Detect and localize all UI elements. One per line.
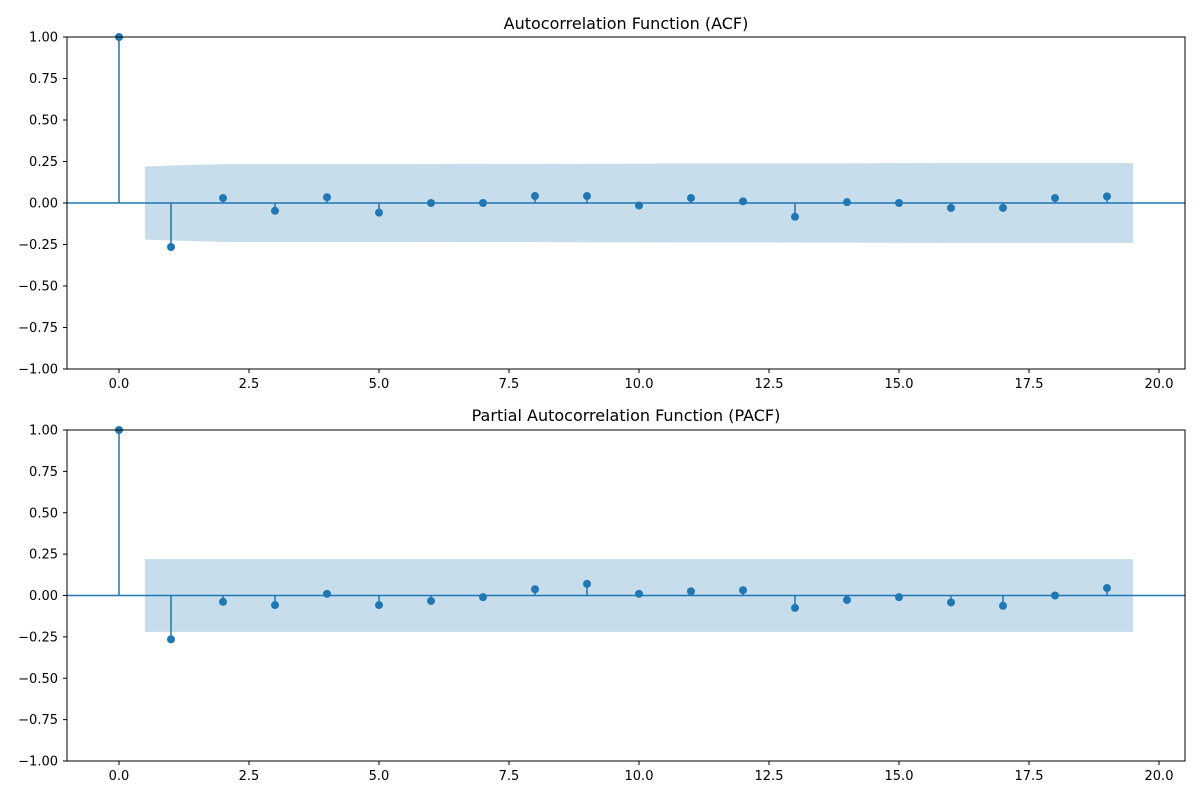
acf-x-tick-label: 17.5: [1015, 377, 1044, 392]
pacf-point-lag-2: [219, 597, 227, 606]
acf-point-lag-3: [271, 206, 279, 215]
acf-y-tick-label: 0.75: [29, 72, 58, 87]
acf-point-lag-7: [479, 199, 487, 207]
acf-point-lag-14: [843, 198, 851, 207]
pacf-x-tick-label: 5.0: [369, 769, 390, 784]
acf-point-lag-17: [999, 203, 1007, 212]
pacf-y-tick-label: −0.75: [18, 713, 58, 728]
pacf-point-lag-15: [895, 593, 903, 602]
acf-y-tick-label: 0.00: [29, 197, 58, 212]
pacf-x-tick-label: 12.5: [755, 769, 784, 784]
pacf-point-lag-14: [843, 595, 851, 604]
acf-y-tick-label: −0.50: [18, 280, 58, 295]
pacf-chart-title: Partial Autocorrelation Function (PACF): [472, 406, 781, 425]
acf-point-lag-10: [635, 201, 643, 210]
pacf-point-lag-12: [739, 586, 747, 595]
pacf-point-lag-7: [479, 593, 487, 602]
acf-x-tick-label: 2.5: [239, 377, 260, 392]
pacf-point-lag-9: [583, 579, 591, 588]
pacf-x-tick-label: 0.0: [109, 769, 130, 784]
acf-y-tick-label: −1.00: [18, 363, 58, 378]
acf-x-tick-label: 10.0: [625, 377, 654, 392]
acf-point-lag-13: [791, 212, 799, 221]
pacf-point-lag-18: [1051, 591, 1059, 600]
acf-point-lag-2: [219, 194, 227, 203]
pacf-x-tick-label: 15.0: [885, 769, 914, 784]
acf-x-tick-label: 15.0: [885, 377, 914, 392]
acf-point-lag-4: [323, 193, 331, 202]
pacf-y-tick-label: 1.00: [29, 424, 58, 439]
pacf-y-tick-label: −0.25: [18, 630, 58, 645]
pacf-y-tick-label: −0.50: [18, 672, 58, 687]
pacf-point-lag-8: [531, 585, 539, 594]
acf-x-tick-label: 7.5: [499, 377, 520, 392]
acf-y-tick-label: 0.25: [29, 155, 58, 170]
pacf-panel: 0.0 2.5 5.0 7.5 10.0 12.5 15.0 17.5 20.0 1.00 0.75…: [18, 406, 1186, 784]
acf-y-tick-label: 1.00: [29, 31, 58, 46]
acf-point-lag-12: [739, 197, 747, 206]
pacf-point-lag-3: [271, 601, 279, 610]
pacf-x-tick-label: 17.5: [1015, 769, 1044, 784]
acf-x-tick-label: 5.0: [369, 377, 390, 392]
pacf-y-tick-label: −1.00: [18, 755, 58, 770]
pacf-x-tick-label: 2.5: [239, 769, 260, 784]
pacf-point-lag-5: [375, 601, 383, 610]
acf-point-lag-16: [947, 203, 955, 212]
pacf-point-lag-1: [167, 635, 175, 644]
pacf-x-tick-label: 7.5: [499, 769, 520, 784]
acf-point-lag-18: [1051, 194, 1059, 203]
acf-panel: 0.0 2.5 5.0 7.5 10.0 12.5 15.0 17.5 20.0 1.00 0.75…: [18, 14, 1186, 392]
pacf-point-lag-13: [791, 603, 799, 612]
acf-point-lag-6: [427, 199, 435, 207]
acf-y-tick-label: −0.75: [18, 321, 58, 336]
pacf-point-lag-11: [687, 587, 695, 596]
pacf-x-tick-label: 10.0: [625, 769, 654, 784]
acf-point-lag-15: [895, 199, 903, 207]
acf-x-tick-label: 12.5: [755, 377, 784, 392]
pacf-y-tick-label: 0.75: [29, 465, 58, 480]
acf-point-lag-9: [583, 192, 591, 201]
pacf-point-lag-17: [999, 601, 1007, 610]
acf-chart-title: Autocorrelation Function (ACF): [504, 14, 749, 33]
pacf-y-tick-label: 0.25: [29, 548, 58, 563]
acf-y-tick-label: 0.50: [29, 114, 58, 129]
pacf-y-tick-label: 0.50: [29, 506, 58, 521]
pacf-point-lag-16: [947, 598, 955, 607]
acf-point-lag-8: [531, 192, 539, 201]
pacf-point-lag-6: [427, 596, 435, 605]
acf-point-lag-5: [375, 208, 383, 217]
pacf-point-lag-19: [1103, 584, 1111, 593]
pacf-y-tick-label: 0.00: [29, 589, 58, 604]
acf-y-tick-label: −0.25: [18, 238, 58, 253]
pacf-point-lag-10: [635, 589, 643, 598]
acf-x-tick-label: 20.0: [1145, 377, 1174, 392]
acf-point-lag-11: [687, 194, 695, 203]
acf-x-tick-label: 0.0: [109, 377, 130, 392]
pacf-point-lag-4: [323, 589, 331, 598]
acf-point-lag-1: [167, 242, 175, 251]
pacf-x-tick-label: 20.0: [1145, 769, 1174, 784]
acf-point-lag-19: [1103, 192, 1111, 201]
